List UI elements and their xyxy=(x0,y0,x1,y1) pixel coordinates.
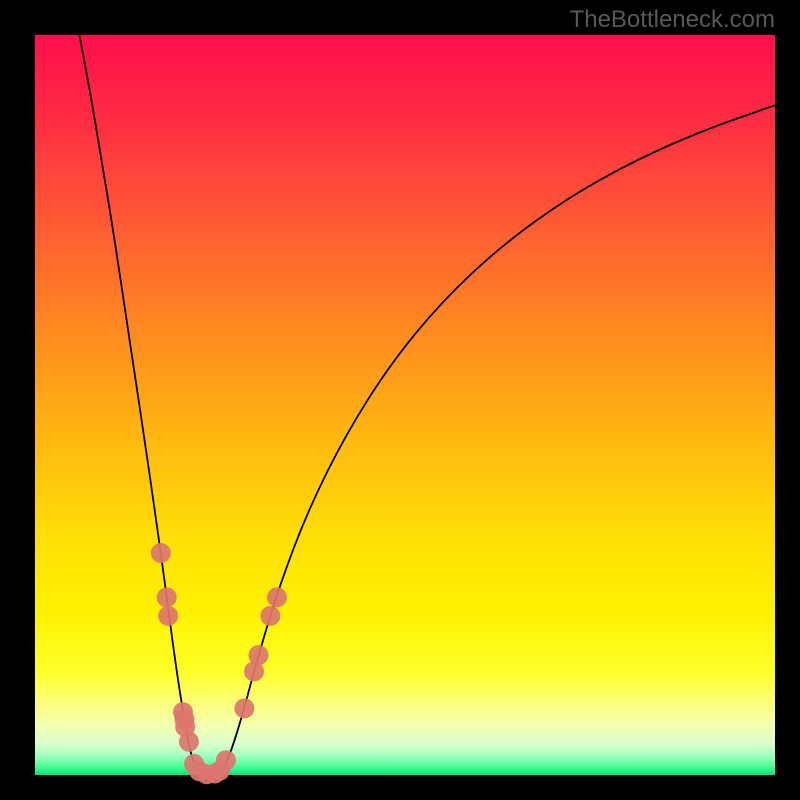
data-marker xyxy=(179,732,199,752)
data-marker xyxy=(151,543,171,563)
data-marker xyxy=(248,645,268,665)
data-marker xyxy=(267,587,287,607)
data-marker xyxy=(157,587,177,607)
plot-svg xyxy=(35,35,775,775)
data-marker xyxy=(216,750,236,770)
marker-group xyxy=(151,543,287,784)
data-marker xyxy=(234,698,254,718)
bottleneck-curve xyxy=(79,35,775,774)
data-marker xyxy=(260,606,280,626)
watermark-text: TheBottleneck.com xyxy=(570,6,775,34)
plot-area xyxy=(35,35,775,775)
data-marker xyxy=(158,606,178,626)
chart-root: TheBottleneck.com xyxy=(0,0,800,800)
